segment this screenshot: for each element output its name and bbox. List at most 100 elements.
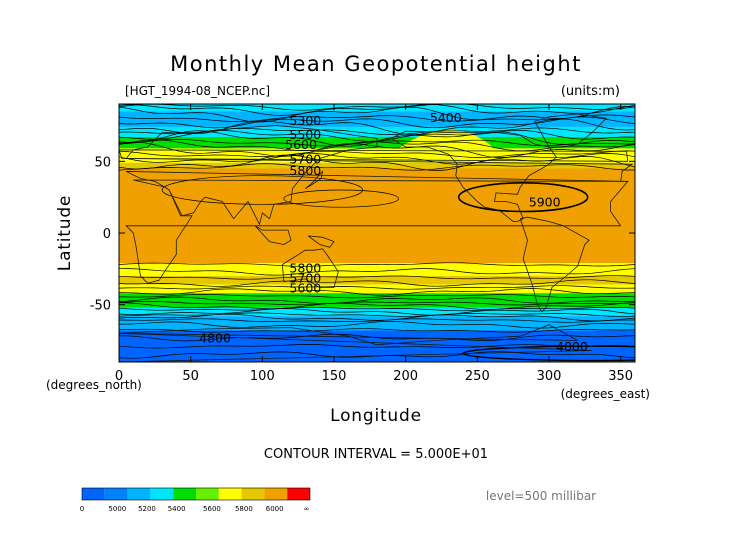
contour-label-5: 5800 bbox=[289, 163, 321, 178]
contour-labels: 5300 540055005600570058005900580057005600… bbox=[199, 110, 588, 354]
x-tick-label-5: 250 bbox=[465, 369, 490, 384]
coastline-3 bbox=[391, 130, 557, 222]
contour-label-1: 5400 bbox=[430, 110, 462, 125]
colorbar-swatch-8 bbox=[264, 488, 288, 500]
coastline-6 bbox=[119, 324, 593, 362]
x-tick-label-4: 200 bbox=[393, 369, 418, 384]
contour-line-33 bbox=[119, 333, 635, 342]
level-text: level=500 millibar bbox=[486, 489, 596, 503]
plot-area bbox=[119, 104, 635, 362]
contour-label-10: 4800 bbox=[199, 331, 231, 346]
colorbar-label-1: 5000 bbox=[108, 505, 126, 513]
colorbar-label-0: 0 bbox=[80, 505, 84, 513]
contour-label-6: 5900 bbox=[529, 194, 561, 209]
coastline-10 bbox=[119, 149, 629, 162]
contour-line-32 bbox=[119, 328, 635, 333]
coastline-8 bbox=[254, 225, 292, 245]
x-tick-label-6: 300 bbox=[537, 369, 562, 384]
contour-line-26 bbox=[119, 306, 635, 312]
coastline-4 bbox=[519, 216, 590, 313]
coastline-1 bbox=[125, 179, 629, 284]
contour-line-18 bbox=[119, 275, 635, 280]
x-axis-ticks: 0 50 100 150 200 250 300 350 bbox=[115, 104, 633, 384]
y-tick-label-1: 0 bbox=[103, 227, 111, 242]
contour-line-28 bbox=[119, 312, 635, 317]
contour-lines bbox=[119, 104, 635, 362]
subtropical-contour-1 bbox=[283, 189, 399, 208]
coastline-7 bbox=[305, 170, 324, 189]
colorbar-label-3: 5400 bbox=[168, 505, 186, 513]
color-bands bbox=[119, 104, 635, 362]
color-band-6 bbox=[119, 168, 635, 264]
colorbar-label-2: 5200 bbox=[138, 505, 156, 513]
contour-label-9: 5600 bbox=[289, 280, 321, 295]
contour-line-15 bbox=[119, 163, 635, 171]
coastline-9 bbox=[307, 235, 335, 248]
contour-label-4: 5700 bbox=[289, 151, 321, 166]
file-label: [HGT_1994-08_NCEP.nc] bbox=[125, 84, 270, 98]
colorbar-label-5: 5800 bbox=[235, 505, 253, 513]
x-tick-label-7: 350 bbox=[608, 369, 633, 384]
colorbar-swatch-7 bbox=[241, 488, 265, 500]
y-unit-label: (degrees_north) bbox=[46, 378, 142, 392]
y-tick-label-0: 50 bbox=[94, 155, 111, 170]
contour-line-5 bbox=[119, 118, 635, 135]
color-band-7 bbox=[119, 263, 635, 276]
coastlines bbox=[119, 113, 634, 362]
contour-line-29 bbox=[119, 313, 635, 322]
x-tick-label-1: 50 bbox=[182, 369, 199, 384]
colorbar-label-6: 6000 bbox=[266, 505, 284, 513]
contour-label-2: 5500 bbox=[289, 127, 321, 142]
contour-line-12 bbox=[119, 150, 635, 158]
contour-line-20 bbox=[119, 285, 635, 290]
contour-line-27 bbox=[119, 308, 635, 316]
contour-line-4 bbox=[119, 116, 635, 129]
contour-label-11: 4800 bbox=[556, 339, 588, 354]
contour-line-17 bbox=[119, 268, 635, 276]
colorbar-swatch-2 bbox=[127, 488, 151, 500]
x-axis-label: Longitude bbox=[330, 406, 422, 426]
subtropical-contour-0 bbox=[161, 175, 364, 205]
contour-line-21 bbox=[119, 288, 635, 296]
x-tick-label-3: 150 bbox=[322, 369, 347, 384]
colorbar-label-7: ∞ bbox=[304, 505, 310, 513]
contour-line-19 bbox=[119, 279, 635, 287]
colorbar-swatch-5 bbox=[196, 488, 219, 500]
contour-line-13 bbox=[119, 152, 635, 165]
color-band-5 bbox=[119, 162, 635, 169]
contour-label-8: 5700 bbox=[289, 270, 321, 285]
color-band-9 bbox=[119, 284, 635, 294]
coastline-2 bbox=[282, 248, 339, 288]
y-tick-label-2: -50 bbox=[90, 299, 111, 314]
colorbar-swatch-4 bbox=[173, 488, 196, 500]
color-band-0 bbox=[119, 104, 635, 112]
colorbar-swatch-1 bbox=[104, 488, 128, 500]
contour-line-25 bbox=[119, 302, 635, 310]
contour-line-23 bbox=[119, 296, 635, 304]
colorbar-label-4: 5600 bbox=[203, 505, 221, 513]
y-axis-label: Latitude bbox=[55, 195, 75, 271]
colorbar: 0 5000 5200 5400 5600 5800 6000 ∞ bbox=[80, 487, 311, 513]
y-axis-ticks: 50 0 -50 bbox=[90, 155, 635, 314]
colorbar-swatch-6 bbox=[218, 488, 242, 500]
x-unit-label: (degrees_east) bbox=[561, 387, 650, 401]
contour-interval-text: CONTOUR INTERVAL = 5.000E+01 bbox=[264, 447, 488, 462]
contour-line-34 bbox=[119, 344, 635, 349]
contour-line-16 bbox=[119, 262, 635, 267]
coastline-5 bbox=[534, 113, 608, 148]
color-band-10 bbox=[119, 293, 635, 308]
contour-line-2 bbox=[119, 106, 635, 123]
contour-label-0: 5300 bbox=[289, 113, 321, 128]
color-band-2 bbox=[119, 126, 635, 137]
colorbar-swatch-9 bbox=[287, 488, 310, 500]
x-tick-label-0: 0 bbox=[115, 369, 123, 384]
colorbar-swatch-0 bbox=[82, 488, 105, 500]
contour-line-31 bbox=[119, 321, 635, 329]
chart-title: Monthly Mean Geopotential height bbox=[170, 52, 582, 76]
colorbar-swatch-3 bbox=[150, 488, 174, 500]
contour-line-1 bbox=[119, 104, 635, 116]
colorbar-frame bbox=[81, 487, 311, 501]
contour-line-24 bbox=[119, 301, 635, 306]
color-band-8 bbox=[119, 276, 635, 285]
